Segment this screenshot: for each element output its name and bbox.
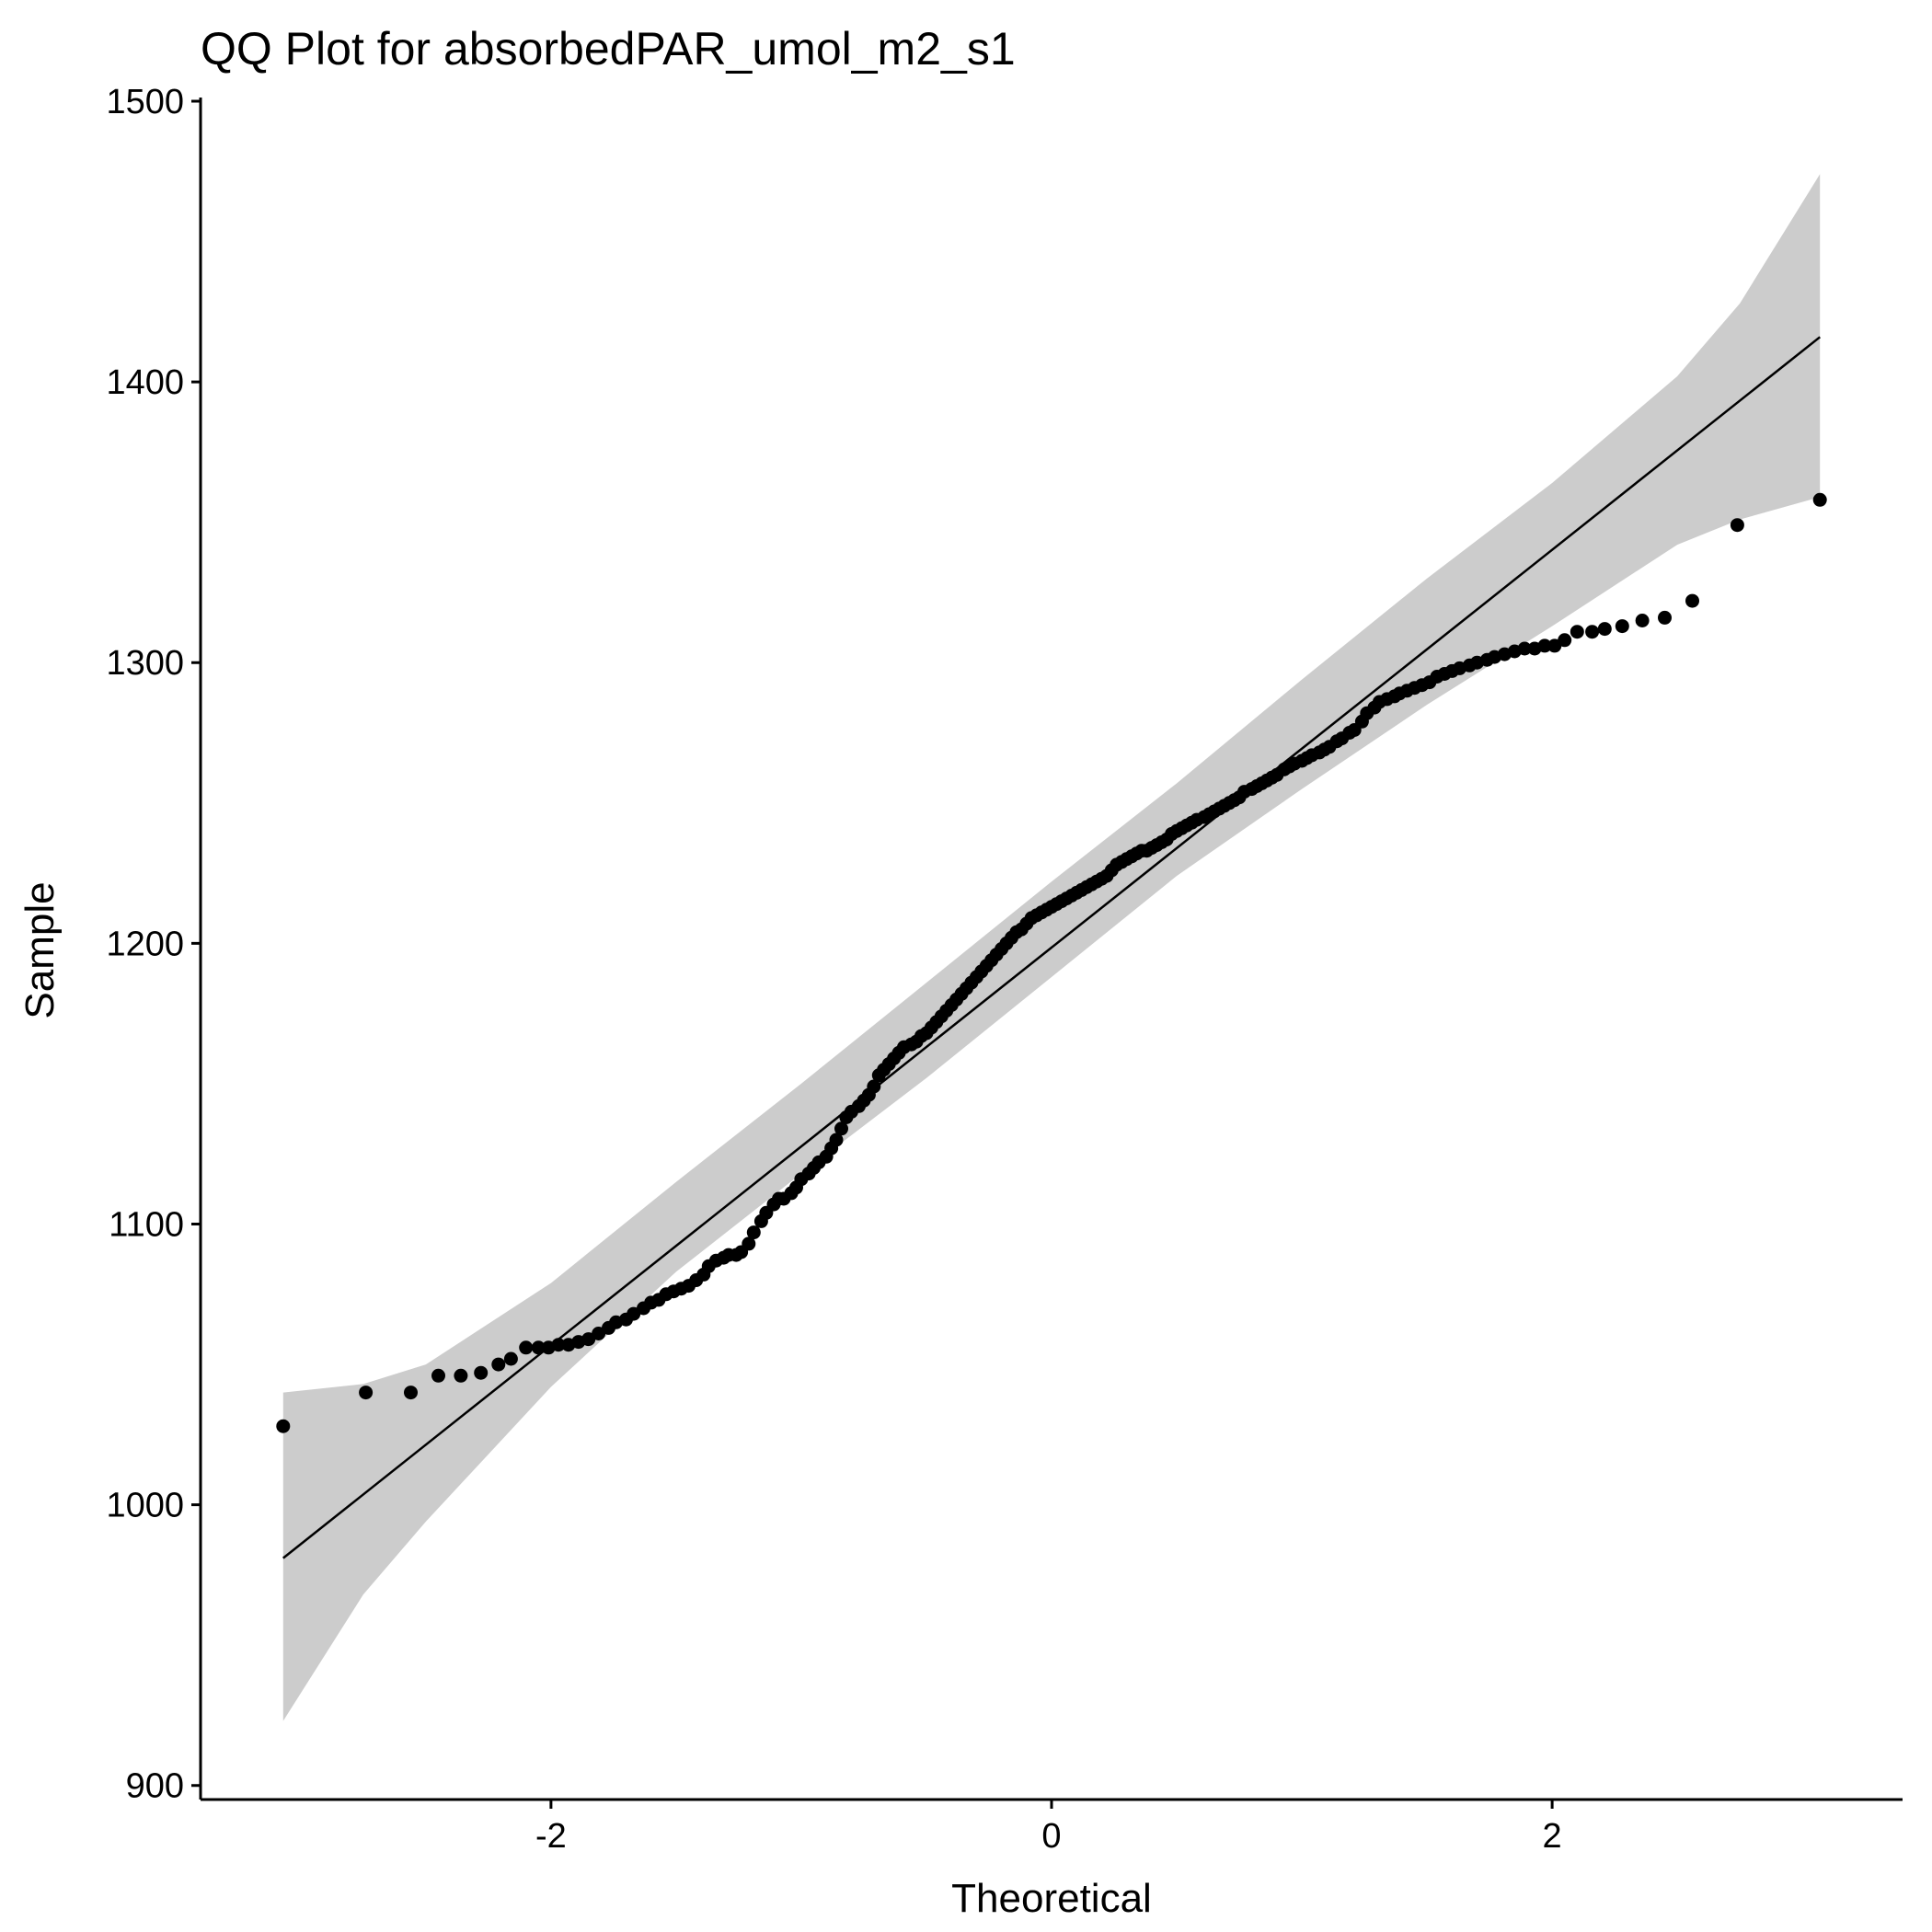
y-axis-title: Sample (17, 881, 63, 1018)
data-point (1615, 619, 1629, 634)
y-tick-label: 1100 (109, 1205, 184, 1244)
data-point (1517, 641, 1532, 656)
chart-title: QQ Plot for absorbedPAR_umol_m2_s1 (201, 23, 1016, 75)
data-point (1537, 638, 1552, 653)
reference-line (282, 336, 1821, 1559)
plot-area (276, 174, 1827, 1721)
data-point (746, 1225, 761, 1240)
data-point (1585, 625, 1600, 639)
x-tick-label: 2 (1543, 1817, 1562, 1856)
data-point (503, 1351, 518, 1366)
data-point (1685, 593, 1699, 608)
data-point (1730, 518, 1744, 533)
data-point (829, 1133, 844, 1147)
data-point (431, 1368, 445, 1383)
x-axis-title: Theoretical (951, 1876, 1152, 1921)
data-point (1547, 638, 1562, 653)
y-axis-ticks: 900 1000 1100 1200 1300 1400 1500 (106, 83, 201, 1806)
data-point (867, 1079, 881, 1094)
data-point (1812, 492, 1827, 507)
y-tick-label: 1400 (106, 363, 184, 402)
data-point (454, 1368, 468, 1383)
x-tick-label: 0 (1041, 1817, 1061, 1856)
x-axis-ticks: -2 0 2 (535, 1800, 1562, 1856)
y-tick-label: 1300 (106, 644, 184, 683)
data-point (581, 1332, 596, 1347)
y-tick-label: 1500 (106, 83, 184, 121)
y-tick-label: 1200 (106, 925, 184, 963)
data-point (1597, 622, 1612, 637)
data-point (474, 1365, 489, 1380)
data-point (276, 1419, 291, 1433)
sample-points (276, 492, 1827, 1433)
y-tick-label: 900 (126, 1767, 184, 1806)
data-point (519, 1340, 534, 1355)
data-point (531, 1340, 546, 1355)
data-point (359, 1386, 374, 1400)
data-point (592, 1327, 606, 1340)
data-point (1658, 610, 1672, 625)
data-point (1570, 625, 1584, 639)
y-tick-label: 1000 (106, 1487, 184, 1525)
data-point (834, 1121, 848, 1136)
data-point (1558, 633, 1572, 648)
data-point (551, 1338, 566, 1352)
data-point (742, 1236, 756, 1251)
data-point (1635, 614, 1650, 627)
x-tick-label: -2 (535, 1817, 567, 1856)
data-point (404, 1386, 418, 1400)
data-point (491, 1357, 506, 1372)
